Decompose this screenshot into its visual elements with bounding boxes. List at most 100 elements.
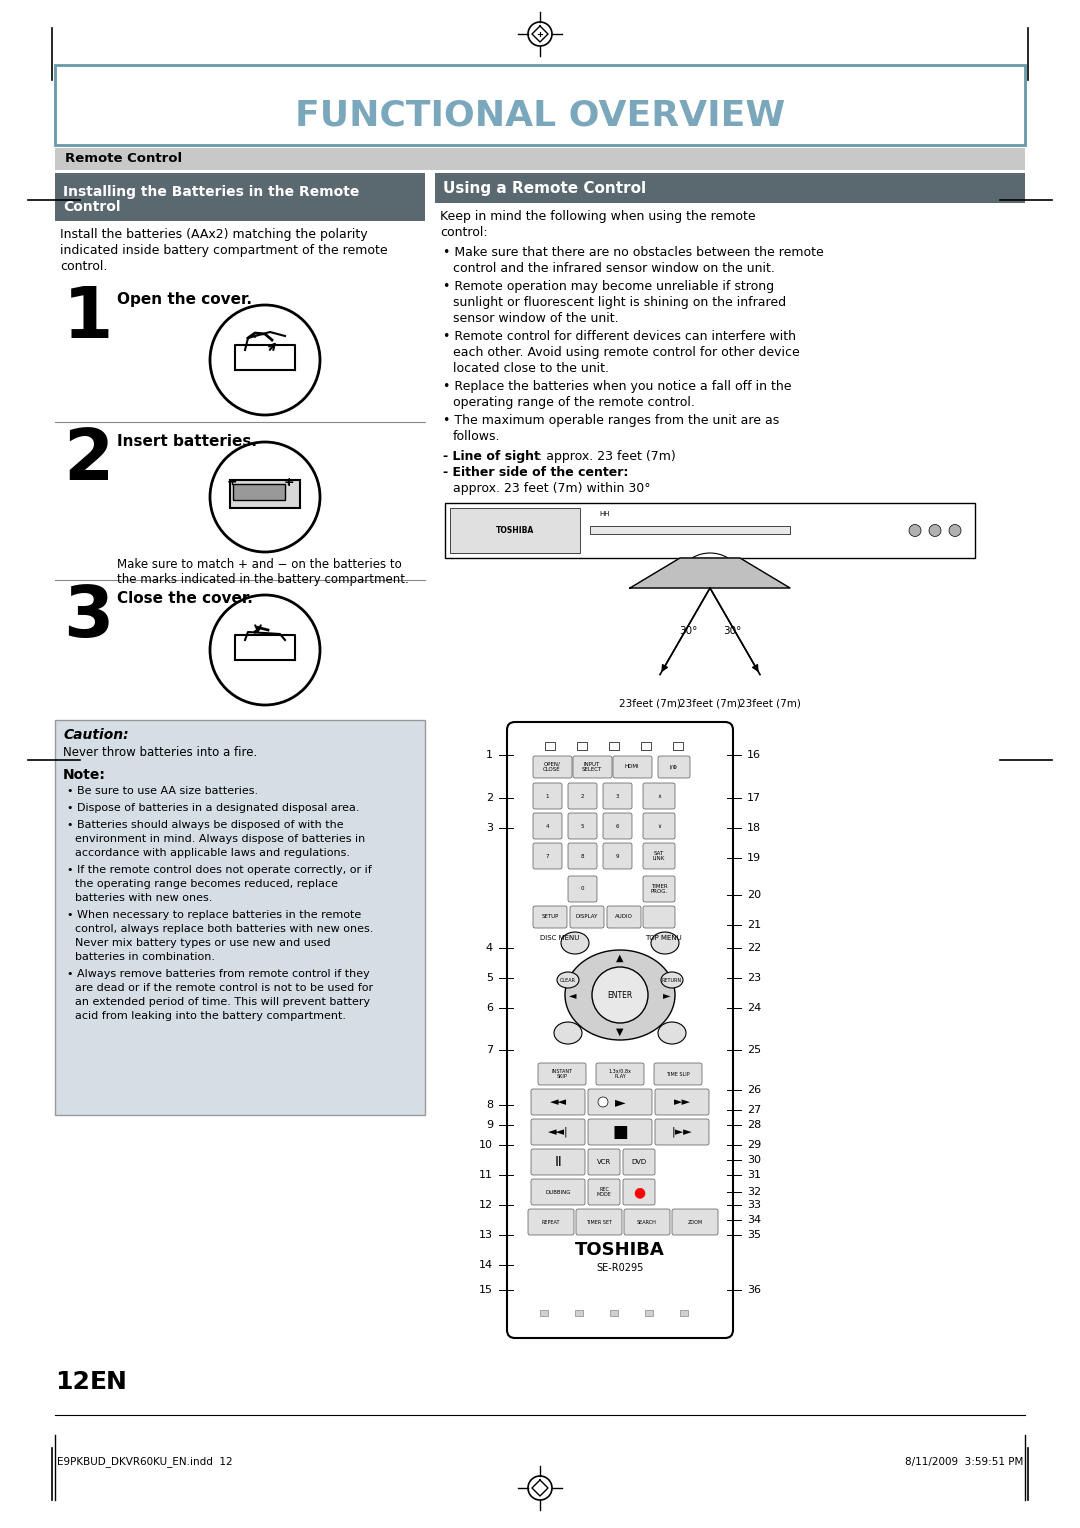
Text: - Line of sight: - Line of sight bbox=[443, 451, 540, 463]
Text: ◄: ◄ bbox=[569, 990, 577, 999]
FancyBboxPatch shape bbox=[643, 813, 675, 839]
Text: 1: 1 bbox=[486, 750, 492, 759]
FancyBboxPatch shape bbox=[654, 1063, 702, 1085]
Text: batteries with new ones.: batteries with new ones. bbox=[75, 892, 213, 903]
Text: Installing the Batteries in the Remote: Installing the Batteries in the Remote bbox=[63, 185, 360, 199]
Text: REPEAT: REPEAT bbox=[542, 1219, 561, 1224]
Text: Never mix battery types or use new and used: Never mix battery types or use new and u… bbox=[75, 938, 330, 947]
Text: 29: 29 bbox=[747, 1140, 761, 1151]
Text: 30°: 30° bbox=[679, 626, 698, 636]
Text: DISC MENU: DISC MENU bbox=[540, 935, 579, 941]
Text: 22: 22 bbox=[747, 943, 761, 953]
Text: 34: 34 bbox=[747, 1215, 761, 1225]
Text: Insert batteries.: Insert batteries. bbox=[117, 434, 257, 449]
FancyBboxPatch shape bbox=[534, 843, 562, 869]
Text: ◄◄: ◄◄ bbox=[550, 1097, 567, 1106]
Text: 32: 32 bbox=[747, 1187, 761, 1196]
FancyBboxPatch shape bbox=[610, 1309, 618, 1316]
Text: - Either side of the center:: - Either side of the center: bbox=[443, 466, 629, 478]
Text: 8/11/2009  3:59:51 PM: 8/11/2009 3:59:51 PM bbox=[905, 1458, 1023, 1467]
FancyBboxPatch shape bbox=[573, 756, 612, 778]
Text: −: − bbox=[227, 477, 238, 489]
FancyBboxPatch shape bbox=[55, 66, 1025, 145]
Ellipse shape bbox=[651, 932, 679, 953]
Text: each other. Avoid using remote control for other device: each other. Avoid using remote control f… bbox=[453, 345, 800, 359]
Text: ZOOM: ZOOM bbox=[688, 1219, 703, 1224]
Text: 17: 17 bbox=[747, 793, 761, 804]
FancyBboxPatch shape bbox=[658, 756, 690, 778]
FancyBboxPatch shape bbox=[643, 782, 675, 808]
Text: SEARCH: SEARCH bbox=[637, 1219, 657, 1224]
Text: Make sure to match + and − on the batteries to: Make sure to match + and − on the batter… bbox=[117, 558, 402, 571]
Text: +: + bbox=[284, 477, 295, 489]
FancyBboxPatch shape bbox=[672, 1209, 718, 1235]
Text: an extended period of time. This will prevent battery: an extended period of time. This will pr… bbox=[75, 996, 370, 1007]
FancyBboxPatch shape bbox=[588, 1118, 652, 1144]
Text: 23: 23 bbox=[747, 973, 761, 983]
Text: acid from leaking into the battery compartment.: acid from leaking into the battery compa… bbox=[75, 1012, 346, 1021]
Text: 8: 8 bbox=[580, 854, 584, 859]
Text: 33: 33 bbox=[747, 1199, 761, 1210]
Text: 1: 1 bbox=[63, 284, 113, 353]
Text: CLEAR: CLEAR bbox=[561, 978, 576, 983]
Text: INPUT
SELECT: INPUT SELECT bbox=[582, 761, 603, 772]
Circle shape bbox=[592, 967, 648, 1024]
Text: 30: 30 bbox=[747, 1155, 761, 1164]
Text: ◄◄|: ◄◄| bbox=[548, 1126, 568, 1137]
Text: 1.3x/0.8x
PLAY: 1.3x/0.8x PLAY bbox=[608, 1068, 632, 1079]
Text: indicated inside battery compartment of the remote: indicated inside battery compartment of … bbox=[60, 244, 388, 257]
Text: are dead or if the remote control is not to be used for: are dead or if the remote control is not… bbox=[75, 983, 373, 993]
Text: E9PKBUD_DKVR60KU_EN.indd  12: E9PKBUD_DKVR60KU_EN.indd 12 bbox=[57, 1456, 232, 1467]
Text: sensor window of the unit.: sensor window of the unit. bbox=[453, 312, 619, 325]
Circle shape bbox=[929, 524, 941, 536]
Text: • Dispose of batteries in a designated disposal area.: • Dispose of batteries in a designated d… bbox=[67, 804, 360, 813]
Text: ►►: ►► bbox=[674, 1097, 690, 1106]
Text: 1: 1 bbox=[545, 793, 549, 799]
FancyBboxPatch shape bbox=[531, 1180, 585, 1206]
Circle shape bbox=[598, 1097, 608, 1106]
Text: ►: ► bbox=[615, 1096, 625, 1109]
Ellipse shape bbox=[565, 950, 675, 1041]
FancyBboxPatch shape bbox=[568, 813, 597, 839]
Text: 10: 10 bbox=[480, 1140, 492, 1151]
Text: 25: 25 bbox=[747, 1045, 761, 1054]
Text: ∨: ∨ bbox=[657, 824, 661, 828]
Text: • Remote operation may become unreliable if strong: • Remote operation may become unreliable… bbox=[443, 280, 774, 293]
FancyBboxPatch shape bbox=[568, 843, 597, 869]
FancyBboxPatch shape bbox=[588, 1149, 620, 1175]
Text: the marks indicated in the battery compartment.: the marks indicated in the battery compa… bbox=[117, 573, 408, 587]
Text: 0: 0 bbox=[580, 886, 584, 891]
FancyBboxPatch shape bbox=[643, 843, 675, 869]
Text: 3: 3 bbox=[616, 793, 619, 799]
Text: 23feet (7m): 23feet (7m) bbox=[739, 698, 801, 707]
Text: DVD: DVD bbox=[632, 1160, 647, 1164]
FancyBboxPatch shape bbox=[531, 1149, 585, 1175]
Text: ∧: ∧ bbox=[657, 793, 661, 799]
Text: TIMER SET: TIMER SET bbox=[586, 1219, 612, 1224]
Text: 27: 27 bbox=[747, 1105, 761, 1115]
Circle shape bbox=[210, 442, 320, 552]
FancyBboxPatch shape bbox=[570, 906, 604, 927]
FancyBboxPatch shape bbox=[538, 1063, 586, 1085]
Text: Using a Remote Control: Using a Remote Control bbox=[443, 180, 646, 196]
FancyBboxPatch shape bbox=[575, 1309, 583, 1316]
Text: 19: 19 bbox=[747, 853, 761, 863]
Text: 4: 4 bbox=[545, 824, 549, 828]
Text: Control: Control bbox=[63, 200, 121, 214]
FancyBboxPatch shape bbox=[588, 1180, 620, 1206]
Text: • When necessary to replace batteries in the remote: • When necessary to replace batteries in… bbox=[67, 911, 361, 920]
Text: 3: 3 bbox=[486, 824, 492, 833]
Text: 6: 6 bbox=[486, 1002, 492, 1013]
FancyBboxPatch shape bbox=[230, 480, 300, 507]
Text: operating range of the remote control.: operating range of the remote control. bbox=[453, 396, 694, 410]
FancyBboxPatch shape bbox=[623, 1180, 654, 1206]
Ellipse shape bbox=[561, 932, 589, 953]
FancyBboxPatch shape bbox=[607, 906, 642, 927]
FancyBboxPatch shape bbox=[435, 173, 1025, 203]
FancyBboxPatch shape bbox=[534, 906, 567, 927]
FancyBboxPatch shape bbox=[642, 743, 651, 750]
Text: control, always replace both batteries with new ones.: control, always replace both batteries w… bbox=[75, 924, 374, 934]
Text: sunlight or fluorescent light is shining on the infrared: sunlight or fluorescent light is shining… bbox=[453, 296, 786, 309]
Text: control and the infrared sensor window on the unit.: control and the infrared sensor window o… bbox=[453, 261, 774, 275]
FancyBboxPatch shape bbox=[55, 148, 1025, 170]
